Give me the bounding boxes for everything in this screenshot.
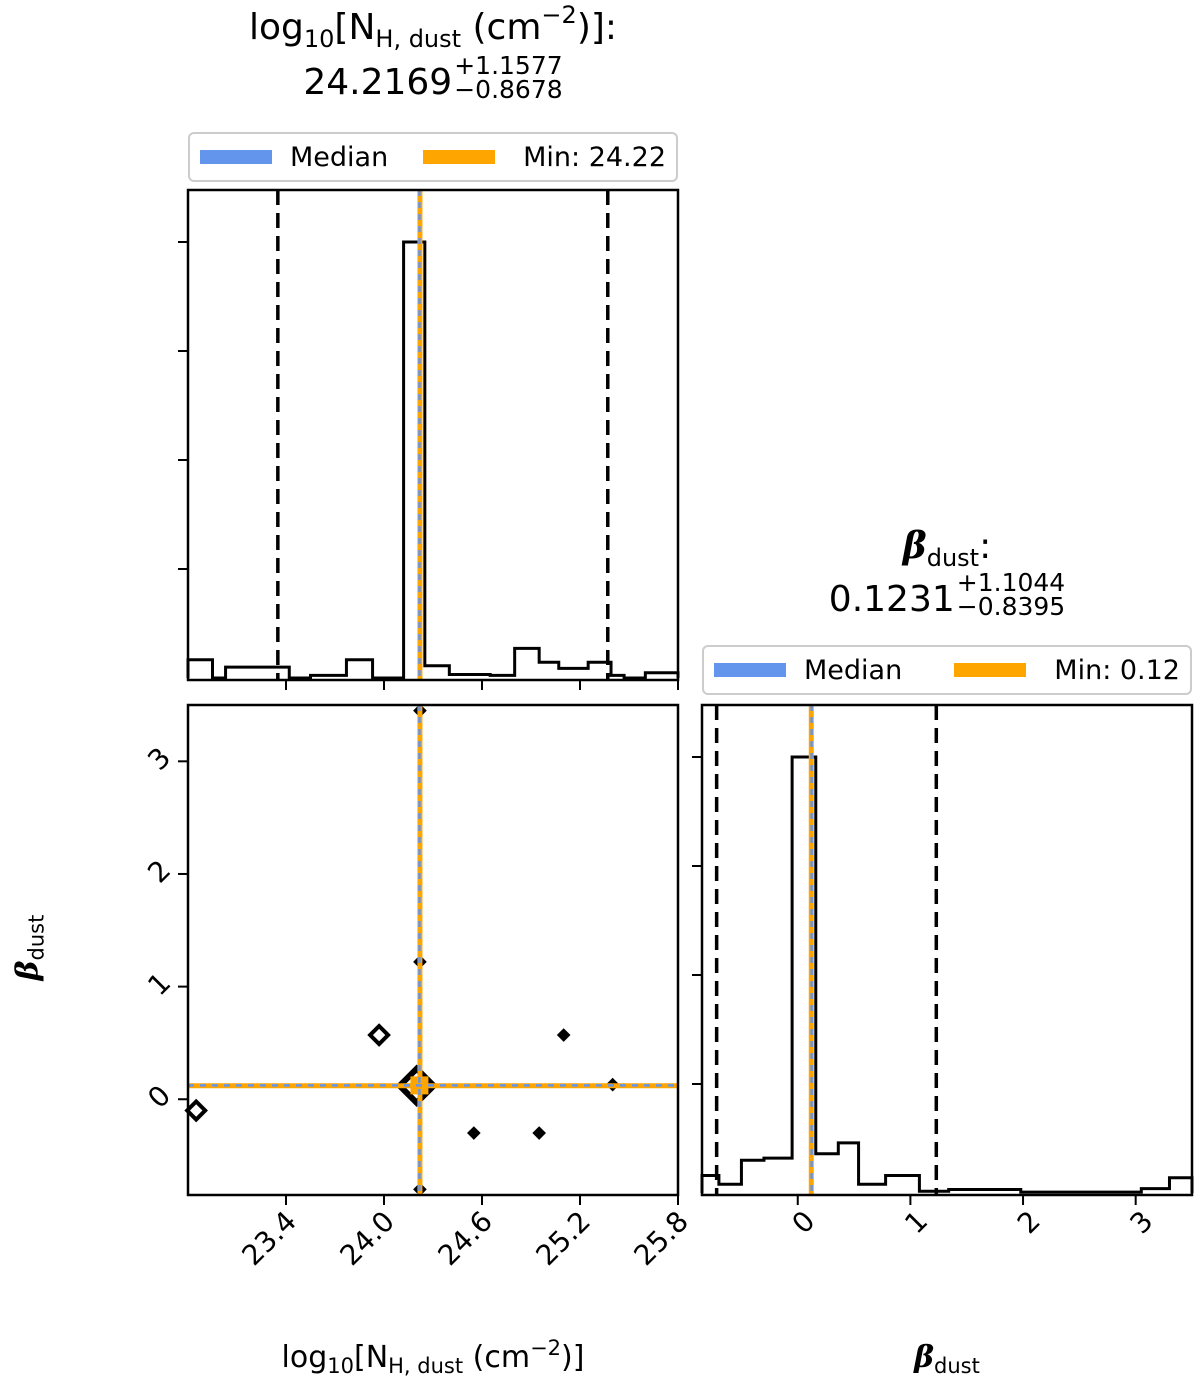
beta-x-axis-label: βdust — [914, 1340, 980, 1378]
beta-legend: Median Min: 0.12 — [702, 645, 1192, 695]
nh-title-value: 24.2169 — [303, 62, 453, 103]
nh-legend-median: Median — [290, 141, 389, 173]
beta-y-axis-label: βdust — [10, 914, 49, 981]
beta-histogram-step — [700, 755, 1194, 1194]
beta-title-math: βdust: — [902, 525, 992, 572]
nh-x-tick-label: 24.6 — [432, 1205, 499, 1272]
nh-title-plus: +1.1577 — [454, 51, 563, 80]
nh-title-minus: −0.8678 — [454, 75, 563, 104]
nh-x-tick-label: 23.4 — [236, 1205, 303, 1272]
min-legend-swatch — [954, 663, 1027, 677]
nh-x-axis-label: log10[NH, dust (cm−2)] — [281, 1336, 585, 1378]
nh-histogram-step — [186, 240, 680, 680]
beta-title-value: 0.1231 — [828, 579, 955, 620]
scatter-axes-frame — [186, 703, 680, 1197]
min-legend-swatch — [423, 150, 496, 164]
nh-legend-min: Min: 24.22 — [523, 141, 666, 173]
beta-y-tick-label: 2 — [141, 854, 177, 890]
beta-title: βdust: 0.1231+1.1044 −0.8395 — [702, 528, 1192, 625]
beta-y-tick-label: 3 — [141, 741, 177, 777]
contour-point — [532, 1126, 546, 1140]
nh-axes-frame — [186, 188, 680, 682]
nh-x-tick-label: 25.2 — [530, 1205, 597, 1272]
contour-point — [367, 1023, 391, 1047]
nh-title-math: log10[NH, dust (cm−2)]: — [248, 1, 618, 53]
nh-title: log10[NH, dust (cm−2)]: 24.2169+1.1577 −0… — [188, 1, 678, 108]
beta-x-tick-label: 0 — [786, 1204, 822, 1240]
median-legend-swatch — [714, 663, 786, 677]
contour-point — [184, 1098, 208, 1123]
nh-legend: Median Min: 24.22 — [188, 132, 678, 182]
beta-x-tick-label: 1 — [898, 1204, 934, 1240]
beta-axes-frame — [700, 703, 1194, 1197]
beta-y-tick-label: 0 — [141, 1079, 177, 1115]
beta-x-tick-label: 2 — [1011, 1204, 1047, 1240]
nh-x-tick-label: 24.0 — [334, 1205, 401, 1272]
contour-point — [467, 1126, 481, 1140]
beta-title-minus: −0.8395 — [956, 592, 1066, 621]
beta-legend-min: Min: 0.12 — [1054, 654, 1180, 686]
beta-title-plus: +1.1044 — [956, 568, 1066, 597]
contour-point — [556, 1028, 571, 1042]
beta-x-tick-label: 3 — [1123, 1204, 1159, 1240]
median-legend-swatch — [200, 150, 272, 164]
nh-x-tick-label: 25.8 — [628, 1205, 695, 1272]
beta-y-tick-label: 1 — [141, 966, 177, 1002]
beta-legend-median: Median — [804, 654, 903, 686]
